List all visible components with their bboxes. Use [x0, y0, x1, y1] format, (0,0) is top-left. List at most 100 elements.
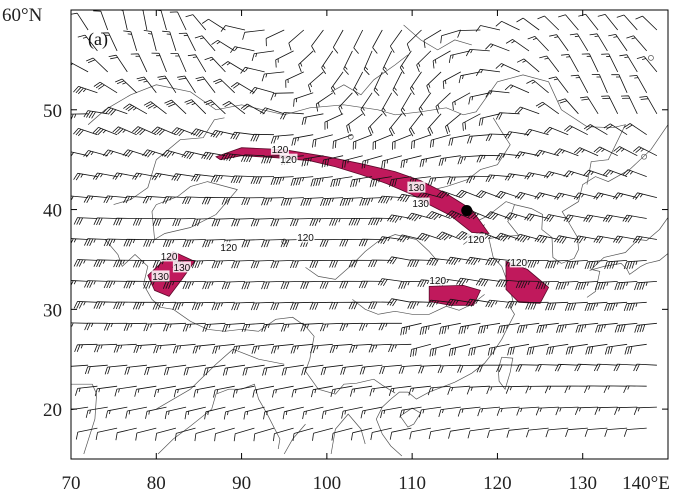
wind-barb: [261, 239, 285, 248]
wind-barb: [132, 260, 157, 268]
contour-label-background: [411, 197, 430, 209]
wind-barb: [220, 25, 246, 32]
wind-barb: [505, 301, 530, 309]
x-tick-label: 120: [483, 473, 512, 491]
wind-barb: [445, 256, 471, 266]
wind-barb: [270, 260, 294, 269]
coastline-segment: [375, 398, 403, 457]
wind-barb: [456, 277, 481, 286]
wind-barb: [639, 96, 658, 114]
wind-barb: [352, 134, 373, 150]
wind-barb: [514, 151, 540, 159]
contour-label-background: [151, 270, 170, 282]
wind-barb: [321, 406, 344, 419]
wind-barb: [601, 95, 619, 114]
wind-barb: [222, 322, 246, 332]
wind-barb: [448, 343, 471, 357]
wind-barb: [544, 385, 569, 394]
coastline-segment: [586, 204, 668, 298]
wind-barb: [478, 322, 501, 334]
wind-barb: [113, 343, 137, 353]
wind-barb: [230, 175, 255, 184]
wind-barb: [71, 406, 89, 411]
wind-barb: [634, 281, 657, 291]
wind-barb: [162, 239, 187, 248]
wind-barb: [351, 427, 373, 441]
wind-barb: [495, 232, 520, 242]
wind-barb: [537, 15, 560, 31]
island-outline: [648, 55, 654, 61]
wind-barb: [564, 385, 588, 394]
wind-barb: [535, 364, 559, 372]
wind-barb: [426, 299, 451, 308]
y-tick-label: 20: [43, 400, 62, 421]
wind-barb: [182, 239, 206, 248]
wind-barb: [221, 281, 246, 290]
wind-barb: [73, 217, 98, 225]
wind-barb: [534, 149, 559, 157]
wind-barb: [221, 61, 246, 73]
wind-barb: [288, 29, 305, 51]
wind-barb: [465, 298, 490, 307]
wind-barb: [311, 29, 324, 53]
wind-barb: [525, 260, 549, 268]
wind-barb: [636, 56, 658, 73]
coastline-segment: [514, 124, 668, 264]
wind-barb: [290, 343, 314, 354]
contour-label-text: 130: [408, 183, 425, 194]
wind-barb: [448, 50, 471, 63]
wind-barb: [201, 196, 226, 205]
wind-barb: [504, 173, 530, 181]
wind-barb: [516, 58, 540, 73]
wind-barb: [524, 172, 549, 180]
wind-barb: [583, 169, 608, 177]
wind-barb: [545, 301, 569, 311]
wind-barb: [330, 385, 353, 397]
wind-barb: [193, 385, 216, 398]
wind-barb: [71, 151, 89, 157]
wind-barb: [350, 176, 373, 188]
wind-barb: [377, 278, 402, 287]
contour-label: 120: [160, 250, 179, 263]
wind-barb: [452, 92, 471, 111]
wind-barb: [613, 363, 638, 372]
wind-barb: [554, 192, 579, 200]
wind-barb: [83, 150, 108, 158]
wind-barb: [543, 171, 569, 179]
contour-label-background: [270, 143, 289, 155]
wind-barb: [456, 189, 481, 198]
contour-label: 130: [151, 270, 170, 283]
wind-barb: [77, 34, 98, 52]
wind-barb: [438, 406, 461, 418]
wind-barb: [527, 36, 549, 52]
wind-barb: [183, 364, 206, 376]
wind-barb: [113, 259, 137, 268]
wind-barb: [301, 364, 324, 376]
wind-barb: [623, 260, 647, 270]
wind-barb: [71, 364, 89, 367]
wind-barb: [161, 149, 187, 158]
wind-barb: [495, 63, 520, 73]
contour-label-background: [160, 250, 179, 262]
wind-barb: [477, 406, 501, 417]
wind-barb: [113, 217, 137, 226]
wind-barb: [608, 34, 628, 52]
wind-barb: [476, 154, 501, 163]
wind-barb: [549, 34, 569, 52]
wind-barb: [423, 29, 442, 48]
wind-barb: [583, 124, 608, 136]
wind-barb: [539, 55, 560, 73]
wind-barb: [282, 406, 304, 420]
wind-barb: [544, 126, 569, 136]
contour-label: 120: [428, 274, 447, 287]
wind-barb: [388, 113, 403, 137]
y-tick-label: 60°N: [2, 5, 43, 26]
wind-barb: [144, 364, 167, 376]
wind-barb: [429, 343, 451, 357]
wind-barb: [312, 134, 333, 148]
wind-barb: [416, 192, 442, 201]
wind-barb: [614, 322, 638, 333]
wind-barb: [204, 406, 226, 420]
wind-barb: [437, 364, 461, 374]
wind-barb: [597, 14, 619, 31]
